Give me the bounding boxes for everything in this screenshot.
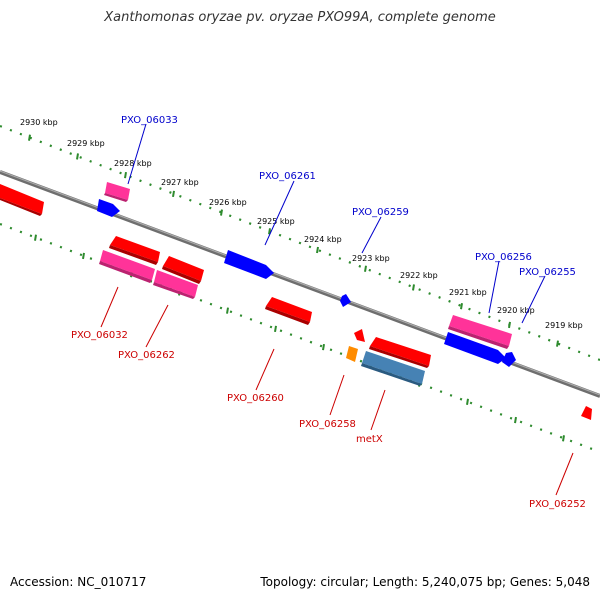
tick-label: 2922 kbp	[400, 271, 438, 280]
ruler-upper	[0, 124, 600, 362]
genome-summary-text: Topology: circular; Length: 5,240,075 bp…	[260, 575, 590, 589]
gene-features	[0, 182, 592, 420]
gene-label[interactable]: PXO_06262	[118, 350, 175, 361]
gene-pxo06258-red[interactable]	[354, 329, 365, 342]
gene-label[interactable]: PXO_06032	[71, 330, 128, 341]
gene-blue-2926[interactable]	[224, 250, 274, 279]
gene-pxo06260-red[interactable]	[266, 297, 312, 322]
gene-pxo06032-red[interactable]	[110, 236, 160, 262]
gene-pxo06262-red[interactable]	[163, 256, 204, 281]
gene-red-left[interactable]	[0, 184, 44, 214]
major-tick	[412, 284, 415, 291]
tick-label: 2920 kbp	[497, 306, 535, 315]
tick-label: 2919 kbp	[545, 321, 583, 330]
gene-labels: PXO_06033 PXO_06261 PXO_06259 PXO_06256 …	[71, 115, 586, 510]
gene-pxo06256-pink[interactable]	[449, 315, 512, 346]
gene-pxo06258-orange[interactable]	[346, 346, 358, 362]
tick-label: 2930 kbp	[20, 118, 58, 127]
major-tick	[508, 321, 511, 329]
major-tick	[316, 246, 319, 254]
gene-label[interactable]: PXO_06260	[227, 393, 284, 404]
tick-labels: 2930 kbp 2929 kbp 2928 kbp 2927 kbp 2926…	[20, 118, 583, 330]
tick-label: 2924 kbp	[304, 235, 342, 244]
major-tick	[34, 234, 37, 241]
gene-metx-red[interactable]	[370, 337, 431, 366]
gene-pxo06259-blue[interactable]	[340, 294, 351, 307]
major-tick	[82, 252, 85, 260]
tick-label: 2921 kbp	[449, 288, 487, 297]
gene-pxo06255-blue[interactable]	[502, 352, 516, 367]
major-tick	[124, 171, 127, 179]
major-tick	[460, 303, 463, 310]
tick-label: 2926 kbp	[209, 198, 247, 207]
tick-label: 2923 kbp	[352, 254, 390, 263]
major-tick	[556, 340, 559, 347]
major-tick	[562, 435, 565, 442]
gene-pxo06033-pink[interactable]	[105, 182, 130, 200]
label-leaders	[100, 123, 574, 496]
major-tick	[364, 265, 367, 272]
gene-label[interactable]: metX	[356, 434, 383, 445]
major-tick	[268, 228, 271, 235]
major-tick	[514, 416, 517, 424]
gene-label[interactable]: PXO_06261	[259, 171, 316, 182]
gene-pxo06252-red[interactable]	[581, 406, 592, 420]
major-tick	[274, 325, 277, 333]
gene-label[interactable]: PXO_06258	[299, 419, 356, 430]
gene-label[interactable]: PXO_06256	[475, 252, 532, 263]
major-tick	[172, 190, 175, 198]
tick-label: 2928 kbp	[114, 159, 152, 168]
gene-pxo06262-pink[interactable]	[154, 270, 198, 297]
tick-label: 2927 kbp	[161, 178, 199, 187]
map-title: Xanthomonas oryzae pv. oryzae PXO99A, co…	[104, 10, 496, 25]
gene-pxo06032-pink[interactable]	[100, 250, 155, 280]
major-tick	[76, 153, 79, 160]
gene-pxo06256-blue[interactable]	[444, 332, 506, 364]
gene-label[interactable]: PXO_06033	[121, 115, 178, 126]
tick-label: 2929 kbp	[67, 139, 105, 148]
gene-metx-steel[interactable]	[362, 351, 425, 384]
accession-text: Accession: NC_010717	[10, 575, 147, 589]
major-tick	[28, 134, 31, 141]
major-tick	[466, 398, 469, 406]
major-tick	[220, 209, 223, 216]
gene-label[interactable]: PXO_06252	[529, 499, 586, 510]
gene-pxo06033-blue[interactable]	[97, 199, 120, 217]
major-tick	[226, 307, 229, 314]
gene-label[interactable]: PXO_06259	[352, 207, 409, 218]
major-tick	[322, 343, 325, 351]
gene-label[interactable]: PXO_06255	[519, 267, 576, 278]
